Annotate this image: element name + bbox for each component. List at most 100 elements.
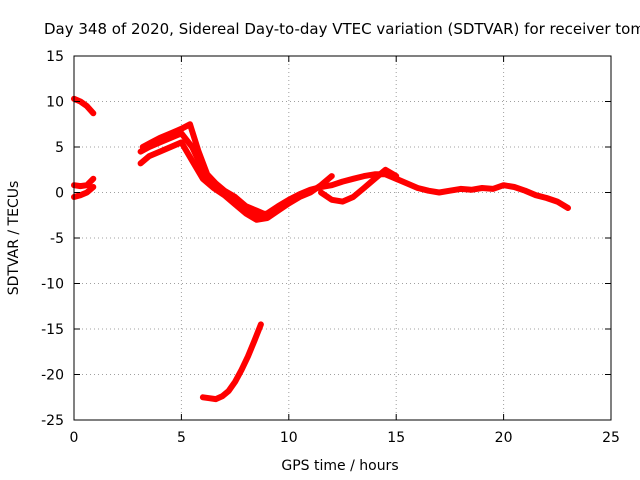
data-point [200, 176, 206, 182]
data-point [239, 367, 245, 373]
data-point [415, 185, 421, 191]
data-point [554, 199, 560, 205]
data-point [479, 185, 485, 191]
data-point [318, 190, 324, 195]
series-group [71, 95, 571, 403]
y-tick-labels: 15 10 5 0 -5 -10 -15 -20 -25 [41, 49, 64, 429]
data-point [168, 144, 174, 150]
series-line-seg-early-mid-a [71, 175, 97, 190]
data-point [200, 394, 206, 400]
data-point [511, 184, 517, 190]
data-point [84, 190, 90, 195]
data-point [275, 208, 281, 214]
data-point [404, 180, 410, 186]
data-point [90, 110, 96, 116]
data-point [206, 395, 212, 401]
data-point [146, 153, 152, 159]
data-point [297, 194, 303, 200]
series-line-seg-early-mid-b [71, 184, 97, 200]
data-point [187, 121, 193, 127]
data-point [77, 183, 83, 189]
data-point [189, 144, 195, 150]
data-point [138, 160, 144, 166]
x-tick-label: 0 [70, 430, 79, 446]
x-tick-label: 5 [177, 430, 186, 446]
ticks [73, 55, 612, 421]
data-point [382, 167, 388, 173]
data-point [226, 388, 232, 394]
data-point [361, 185, 367, 191]
data-point [213, 396, 219, 402]
data-point [286, 200, 292, 206]
data-point [350, 194, 356, 200]
data-point [219, 393, 225, 399]
x-tick-labels: 0 5 10 15 20 25 [70, 430, 620, 446]
data-point [232, 201, 238, 207]
data-point [254, 208, 260, 214]
data-point [90, 176, 96, 182]
data-point [178, 139, 184, 145]
data-point [243, 203, 249, 209]
data-point [84, 182, 90, 188]
data-point [565, 205, 571, 211]
data-point [232, 194, 238, 200]
data-point [196, 149, 202, 155]
y-tick-label: -20 [41, 368, 64, 384]
data-point [138, 149, 144, 155]
data-point [204, 171, 210, 177]
data-point [254, 217, 260, 223]
data-point [501, 182, 507, 188]
data-point [340, 199, 345, 205]
data-point [350, 176, 356, 182]
data-point [436, 190, 442, 195]
data-point [84, 103, 90, 109]
data-point [425, 188, 431, 194]
data-point [211, 185, 217, 191]
data-point [533, 192, 539, 198]
data-point [251, 338, 257, 344]
chart-title: Day 348 of 2020, Sidereal Day-to-day VTE… [44, 20, 640, 38]
data-point [178, 126, 184, 132]
data-point [458, 186, 464, 192]
data-point [148, 139, 154, 145]
data-point [329, 182, 335, 188]
data-point [77, 192, 83, 198]
y-tick-label: -15 [41, 322, 64, 338]
series-line-seg-neg [199, 321, 264, 403]
x-tick-label: 10 [280, 430, 298, 446]
data-point [221, 188, 227, 194]
data-point [340, 179, 345, 185]
data-point [90, 184, 96, 190]
series-line-seg-early-high [71, 95, 97, 117]
data-point [468, 187, 474, 193]
data-point [157, 149, 163, 155]
data-point [522, 188, 528, 194]
y-tick-label: -10 [41, 277, 64, 293]
data-point [258, 321, 264, 327]
data-point [329, 197, 335, 203]
data-point [213, 180, 219, 186]
data-point [329, 173, 335, 179]
y-tick-label: 10 [46, 95, 64, 111]
grid-lines [74, 56, 611, 420]
data-point [544, 195, 550, 201]
data-point [447, 188, 453, 194]
data-point [140, 144, 146, 150]
data-point [243, 210, 249, 216]
data-point [189, 158, 195, 164]
y-axis-label: SDTVAR / TECUs [6, 181, 22, 296]
data-point [318, 182, 324, 188]
y-tick-label: -25 [41, 413, 64, 429]
y-tick-label: -5 [50, 231, 64, 247]
data-point [490, 186, 496, 192]
x-axis-label: GPS time / hours [281, 458, 398, 474]
data-point [307, 190, 313, 195]
data-point [372, 176, 378, 182]
data-point [157, 135, 163, 141]
y-tick-label: 15 [46, 49, 64, 65]
x-tick-label: 25 [602, 430, 620, 446]
data-point [393, 173, 399, 179]
x-tick-label: 15 [387, 430, 405, 446]
